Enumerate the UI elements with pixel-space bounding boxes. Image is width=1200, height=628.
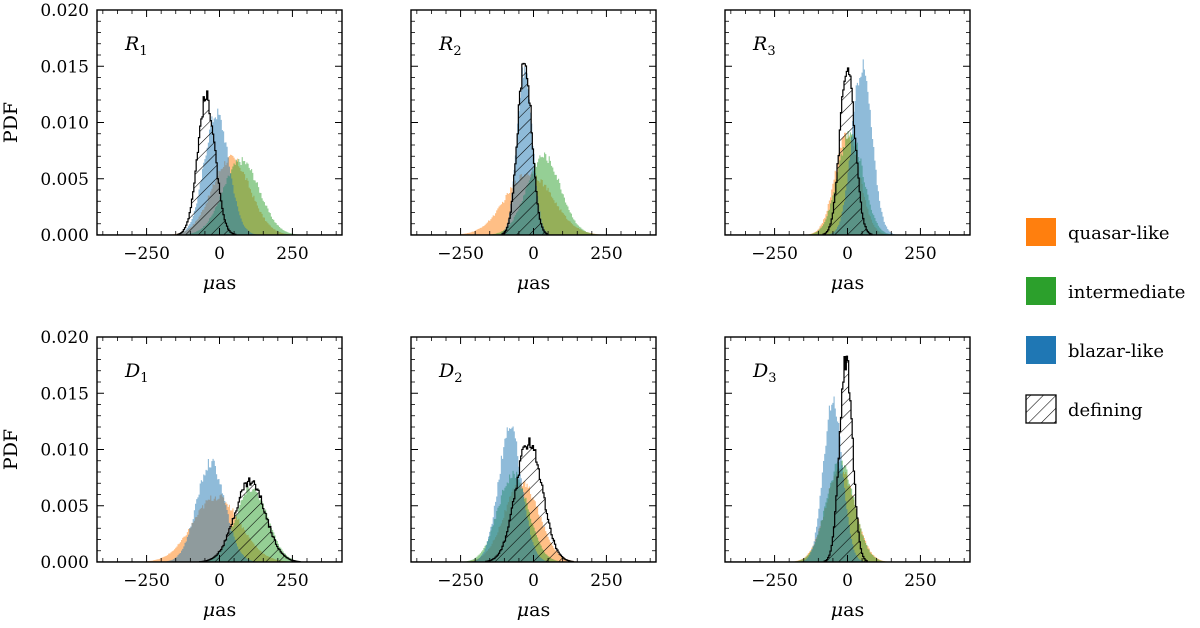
legend: quasar-like intermediate blazar-like defini… xyxy=(1025,218,1185,424)
panel-label: D3 xyxy=(752,360,777,386)
panel-label: R1 xyxy=(124,33,148,59)
legend-label: defining xyxy=(1068,400,1143,421)
legend-swatch xyxy=(1025,394,1057,424)
x-tick-label: 0 xyxy=(214,244,225,264)
x-tick-label: −250 xyxy=(437,571,484,591)
legend-item-intermediate: intermediate xyxy=(1026,277,1185,305)
y-tick-label: 0.000 xyxy=(40,226,89,246)
x-axis-label: μas xyxy=(203,272,236,294)
blazar-histogram xyxy=(97,458,342,562)
legend-swatch xyxy=(1026,218,1056,246)
x-tick-label: −250 xyxy=(123,571,170,591)
y-tick-label: 0.010 xyxy=(40,441,89,461)
legend-label: intermediate xyxy=(1068,282,1185,303)
subplot-d3: −250 0 250 D3 μas xyxy=(724,336,971,621)
y-tick-label: 0.015 xyxy=(40,57,89,77)
panel-label: D1 xyxy=(124,360,149,386)
x-axis-label: μas xyxy=(517,272,550,294)
x-axis-label: μas xyxy=(517,599,550,621)
y-tick-label: 0.005 xyxy=(40,497,89,517)
y-tick-label: 0.010 xyxy=(40,114,89,134)
x-tick-label: 250 xyxy=(590,571,622,591)
subplot-r2: −250 0 250 R2 μas xyxy=(410,9,657,294)
subplot-r3: −250 0 250 R3 μas xyxy=(724,9,971,294)
x-tick-label: −250 xyxy=(437,244,484,264)
defining-histogram xyxy=(725,67,970,235)
y-tick-label: 0.015 xyxy=(40,384,89,404)
subplot-d2: −250 0 250 D2 μas xyxy=(410,336,657,621)
panel-label: R2 xyxy=(438,33,462,59)
legend-swatch xyxy=(1026,277,1056,305)
blazar-histogram xyxy=(97,108,342,235)
legend-item-defining: defining xyxy=(1025,394,1143,424)
x-tick-label: 0 xyxy=(528,571,539,591)
x-axis-label: μas xyxy=(203,599,236,621)
legend-swatch xyxy=(1026,336,1056,364)
panel-label: R3 xyxy=(752,33,776,59)
x-tick-label: 250 xyxy=(276,244,308,264)
x-tick-label: 0 xyxy=(842,571,853,591)
subplot-d1: −250 0 250 0.000 0.005 0.010 0.015 0.020 D1 μas PD… xyxy=(0,328,343,621)
x-tick-label: 250 xyxy=(904,244,936,264)
y-tick-label: 0.005 xyxy=(40,170,89,190)
y-tick-label: 0.020 xyxy=(40,1,89,21)
x-tick-label: 250 xyxy=(276,571,308,591)
x-axis-label: μas xyxy=(831,599,864,621)
defining-histogram xyxy=(97,477,342,562)
y-tick-label: 0.000 xyxy=(40,553,89,573)
legend-label: blazar-like xyxy=(1068,341,1164,362)
defining-histogram xyxy=(411,437,656,562)
subplot-grid: −250 0 250 0.000 0.005 0.010 0.015 0.020 R1 μas PD… xyxy=(0,1,971,621)
x-tick-label: 0 xyxy=(214,571,225,591)
x-tick-label: −250 xyxy=(751,571,798,591)
x-tick-label: 250 xyxy=(590,244,622,264)
defining-histogram xyxy=(725,355,970,562)
y-axis-label: PDF xyxy=(0,102,22,143)
defining-histogram xyxy=(97,90,342,235)
defining-histogram xyxy=(411,62,656,235)
panel-label: D2 xyxy=(438,360,463,386)
x-tick-label: 250 xyxy=(904,571,936,591)
x-tick-label: 0 xyxy=(528,244,539,264)
x-axis-label: μas xyxy=(831,272,864,294)
legend-label: quasar-like xyxy=(1068,223,1170,244)
y-tick-label: 0.020 xyxy=(40,328,89,348)
x-tick-label: −250 xyxy=(751,244,798,264)
x-tick-label: −250 xyxy=(123,244,170,264)
x-tick-label: 0 xyxy=(842,244,853,264)
legend-item-quasar: quasar-like xyxy=(1026,218,1170,246)
y-axis-label: PDF xyxy=(0,429,22,470)
subplot-r1: −250 0 250 0.000 0.005 0.010 0.015 0.020 R1 μas PD… xyxy=(0,1,343,294)
legend-item-blazar: blazar-like xyxy=(1026,336,1164,364)
